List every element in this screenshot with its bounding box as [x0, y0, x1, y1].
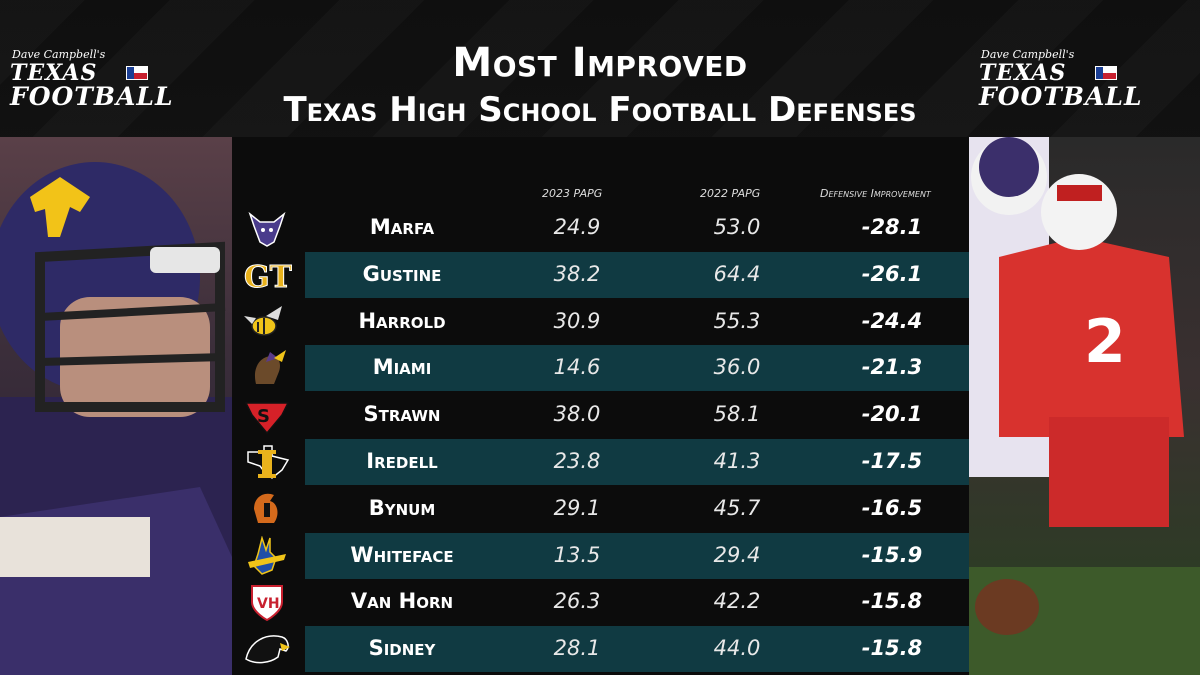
- page-title-line2: Texas High School Football Defenses: [283, 90, 917, 130]
- papg-2023: 29.1: [553, 495, 601, 520]
- brand-line2: FOOTBALL: [10, 82, 174, 111]
- svg-text:VH: VH: [257, 596, 280, 612]
- rankings-table: 2023 PAPG 2022 PAPG Defensive Improvemen…: [232, 137, 969, 675]
- papg-2022: 64.4: [713, 261, 761, 286]
- papg-2023: 13.5: [553, 542, 601, 567]
- whiteface-antelope-logo: [242, 534, 292, 576]
- svg-text:2: 2: [1084, 307, 1126, 377]
- brand-line2: FOOTBALL: [979, 82, 1143, 111]
- sidney-eagle-logo: [242, 629, 292, 669]
- table-row: Harrold 30.9 55.3 -24.4: [232, 299, 969, 345]
- papg-2022: 42.2: [713, 589, 761, 614]
- row-band: [305, 532, 969, 579]
- papg-2023: 28.1: [553, 636, 601, 661]
- team-name: Sidney: [368, 636, 436, 661]
- player-photo-left: [0, 137, 232, 675]
- team-name: Iredell: [366, 449, 438, 473]
- table-row: VH Van Horn 26.3 42.2 -15.8: [232, 579, 969, 625]
- brand-logo-left: Dave Campbell's TEXAS FOOTBALL: [8, 48, 228, 128]
- papg-2023: 24.9: [553, 215, 601, 239]
- svg-text:S: S: [257, 406, 270, 427]
- brand-logo-right: Dave Campbell's TEXAS FOOTBALL: [977, 48, 1197, 128]
- strawn-superman-logo: S: [242, 395, 292, 435]
- brand-line1: TEXAS: [10, 60, 98, 86]
- row-band: [305, 345, 969, 392]
- team-name: Marfa: [369, 215, 435, 239]
- bynum-spartan-logo: [242, 489, 292, 529]
- defensive-improvement: -24.4: [861, 308, 923, 333]
- defensive-improvement: -15.9: [861, 542, 923, 567]
- papg-2022: 36.0: [713, 355, 761, 380]
- defensive-improvement: -26.1: [861, 261, 923, 286]
- defensive-improvement: -17.5: [861, 449, 923, 473]
- papg-2023: 38.0: [553, 402, 601, 427]
- row-band: [305, 626, 969, 673]
- papg-2022: 55.3: [713, 308, 761, 333]
- brand-script: Dave Campbell's: [12, 48, 106, 61]
- gustine-gt-logo: GT: [242, 255, 294, 295]
- table-row: Iredell 23.8 41.3 -17.5: [232, 439, 969, 485]
- defensive-improvement: -21.3: [861, 355, 923, 380]
- marfa-shorthorn-logo: [242, 208, 292, 248]
- texas-flag-icon: [1095, 66, 1117, 80]
- defensive-improvement: -28.1: [861, 215, 923, 239]
- row-band: [305, 251, 969, 298]
- defensive-improvement: -16.5: [861, 495, 923, 520]
- team-name: Whiteface: [350, 542, 454, 567]
- team-name: Strawn: [363, 402, 441, 427]
- svg-text:GT: GT: [244, 260, 292, 295]
- table-row: Marfa 24.9 53.0 -28.1: [232, 205, 969, 251]
- papg-2022: 45.7: [713, 495, 761, 520]
- brand-script: Dave Campbell's: [981, 48, 1075, 61]
- table-row: Sidney 28.1 44.0 -15.8: [232, 626, 969, 673]
- page-title: Most Improved: [452, 40, 748, 86]
- papg-2022: 29.4: [713, 542, 761, 567]
- papg-2023: 26.3: [553, 589, 601, 614]
- texas-flag-icon: [126, 66, 148, 80]
- defensive-improvement: -15.8: [861, 589, 923, 614]
- team-name: Gustine: [362, 261, 442, 286]
- papg-2023: 38.2: [553, 261, 601, 286]
- papg-2023: 30.9: [553, 308, 601, 333]
- column-header-2023: 2023 PAPG: [542, 187, 603, 200]
- row-band: [305, 439, 969, 485]
- table-row: Whiteface 13.5 29.4 -15.9: [232, 532, 969, 579]
- papg-2023: 14.6: [553, 355, 601, 380]
- papg-2022: 44.0: [713, 636, 761, 661]
- table-row: Miami 14.6 36.0 -21.3: [232, 345, 969, 392]
- iredell-texas-i-logo: [242, 442, 292, 482]
- team-name: Harrold: [358, 308, 446, 333]
- papg-2022: 53.0: [713, 215, 761, 239]
- brand-line1: TEXAS: [979, 60, 1067, 86]
- papg-2022: 58.1: [713, 402, 761, 427]
- van-horn-shield-logo: VH: [242, 582, 292, 622]
- column-header-improvement: Defensive Improvement: [820, 187, 931, 200]
- papg-2023: 23.8: [553, 449, 601, 473]
- table-row: S Strawn 38.0 58.1 -20.1: [232, 392, 969, 438]
- papg-2022: 41.3: [713, 449, 761, 473]
- team-name: Miami: [372, 355, 432, 380]
- defensive-improvement: -20.1: [861, 402, 923, 427]
- table-row: Bynum 29.1 45.7 -16.5: [232, 486, 969, 532]
- player-photo-right: 2: [969, 137, 1200, 675]
- harrold-hornet-logo: [242, 302, 292, 342]
- column-header-2022: 2022 PAPG: [700, 187, 761, 200]
- team-name: Bynum: [368, 495, 436, 520]
- team-name: Van Horn: [350, 589, 454, 614]
- table-row: GT Gustine 38.2 64.4 -26.1: [232, 251, 969, 298]
- defensive-improvement: -15.8: [861, 636, 923, 661]
- miami-warrior-logo: [242, 348, 292, 388]
